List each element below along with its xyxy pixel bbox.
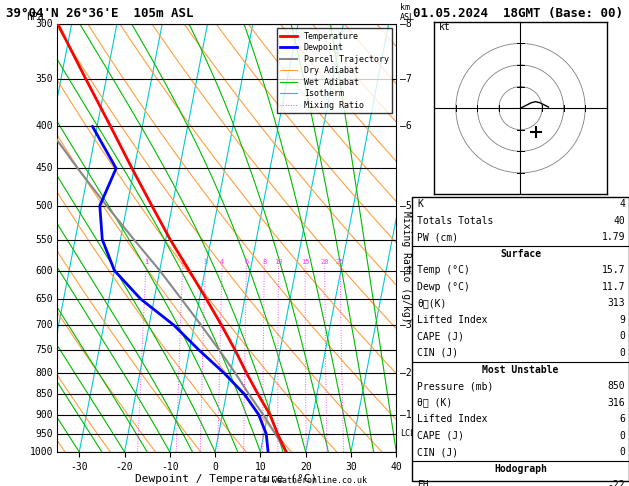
Text: 15: 15 bbox=[301, 259, 309, 264]
Text: 400: 400 bbox=[36, 122, 53, 132]
Text: 1: 1 bbox=[144, 259, 148, 264]
Text: 1000: 1000 bbox=[30, 447, 53, 457]
Text: 500: 500 bbox=[36, 201, 53, 211]
Text: 300: 300 bbox=[36, 19, 53, 29]
Text: 0: 0 bbox=[620, 447, 625, 457]
Text: 2: 2 bbox=[181, 259, 185, 264]
Text: –5: –5 bbox=[399, 201, 411, 211]
Text: 750: 750 bbox=[36, 345, 53, 355]
Text: 850: 850 bbox=[608, 381, 625, 391]
Text: 700: 700 bbox=[36, 320, 53, 330]
X-axis label: Dewpoint / Temperature (°C): Dewpoint / Temperature (°C) bbox=[135, 474, 318, 485]
Text: 313: 313 bbox=[608, 298, 625, 309]
Text: 316: 316 bbox=[608, 398, 625, 408]
Text: 10: 10 bbox=[274, 259, 283, 264]
Legend: Temperature, Dewpoint, Parcel Trajectory, Dry Adiabat, Wet Adiabat, Isotherm, Mi: Temperature, Dewpoint, Parcel Trajectory… bbox=[277, 29, 392, 113]
Text: Lifted Index: Lifted Index bbox=[417, 414, 487, 424]
Text: –7: –7 bbox=[399, 74, 411, 84]
Text: Totals Totals: Totals Totals bbox=[417, 216, 493, 226]
Text: CIN (J): CIN (J) bbox=[417, 348, 458, 358]
Text: 950: 950 bbox=[36, 429, 53, 439]
Text: Hodograph: Hodograph bbox=[494, 464, 547, 474]
Text: 1.79: 1.79 bbox=[602, 232, 625, 243]
Text: –2: –2 bbox=[399, 368, 411, 378]
Text: 9: 9 bbox=[620, 315, 625, 325]
Text: θᴇ (K): θᴇ (K) bbox=[417, 398, 452, 408]
Text: 6: 6 bbox=[244, 259, 248, 264]
Text: 0: 0 bbox=[620, 431, 625, 441]
Text: -22: -22 bbox=[608, 480, 625, 486]
Text: 850: 850 bbox=[36, 389, 53, 399]
Text: EH: EH bbox=[417, 480, 429, 486]
Text: km
ASL: km ASL bbox=[399, 3, 415, 22]
Text: 8: 8 bbox=[262, 259, 267, 264]
Text: 650: 650 bbox=[36, 294, 53, 304]
Text: –4: –4 bbox=[399, 265, 411, 276]
Text: CAPE (J): CAPE (J) bbox=[417, 331, 464, 342]
Text: hPa: hPa bbox=[26, 12, 43, 22]
Text: Most Unstable: Most Unstable bbox=[482, 364, 559, 375]
Text: © weatheronline.co.uk: © weatheronline.co.uk bbox=[262, 476, 367, 485]
Text: 0: 0 bbox=[620, 348, 625, 358]
Text: 20: 20 bbox=[320, 259, 329, 264]
Text: Mixing Ratio (g/kg): Mixing Ratio (g/kg) bbox=[401, 211, 411, 323]
Text: 15.7: 15.7 bbox=[602, 265, 625, 276]
Text: 39°04'N 26°36'E  105m ASL: 39°04'N 26°36'E 105m ASL bbox=[6, 7, 194, 20]
Text: CIN (J): CIN (J) bbox=[417, 447, 458, 457]
Text: –6: –6 bbox=[399, 122, 411, 132]
Text: Dewp (°C): Dewp (°C) bbox=[417, 282, 470, 292]
Text: 25: 25 bbox=[336, 259, 345, 264]
Text: PW (cm): PW (cm) bbox=[417, 232, 458, 243]
Text: 550: 550 bbox=[36, 235, 53, 244]
Text: –3: –3 bbox=[399, 320, 411, 330]
Text: kt: kt bbox=[438, 22, 450, 33]
Text: 01.05.2024  18GMT (Base: 00): 01.05.2024 18GMT (Base: 00) bbox=[413, 7, 623, 20]
Text: 350: 350 bbox=[36, 74, 53, 84]
Text: 600: 600 bbox=[36, 265, 53, 276]
Text: –8: –8 bbox=[399, 19, 411, 29]
Text: 450: 450 bbox=[36, 163, 53, 174]
Text: K: K bbox=[417, 199, 423, 209]
Text: Pressure (mb): Pressure (mb) bbox=[417, 381, 493, 391]
Text: 11.7: 11.7 bbox=[602, 282, 625, 292]
Text: Surface: Surface bbox=[500, 249, 541, 259]
Text: Lifted Index: Lifted Index bbox=[417, 315, 487, 325]
Text: θᴇ(K): θᴇ(K) bbox=[417, 298, 447, 309]
Text: Temp (°C): Temp (°C) bbox=[417, 265, 470, 276]
Text: 0: 0 bbox=[620, 331, 625, 342]
Text: –1: –1 bbox=[399, 410, 411, 419]
Text: 6: 6 bbox=[620, 414, 625, 424]
Text: 4: 4 bbox=[220, 259, 224, 264]
Text: CAPE (J): CAPE (J) bbox=[417, 431, 464, 441]
Text: LCL: LCL bbox=[399, 429, 415, 438]
Text: 4: 4 bbox=[620, 199, 625, 209]
Text: 900: 900 bbox=[36, 410, 53, 419]
Text: 800: 800 bbox=[36, 368, 53, 378]
Text: 40: 40 bbox=[613, 216, 625, 226]
Text: 3: 3 bbox=[203, 259, 208, 264]
